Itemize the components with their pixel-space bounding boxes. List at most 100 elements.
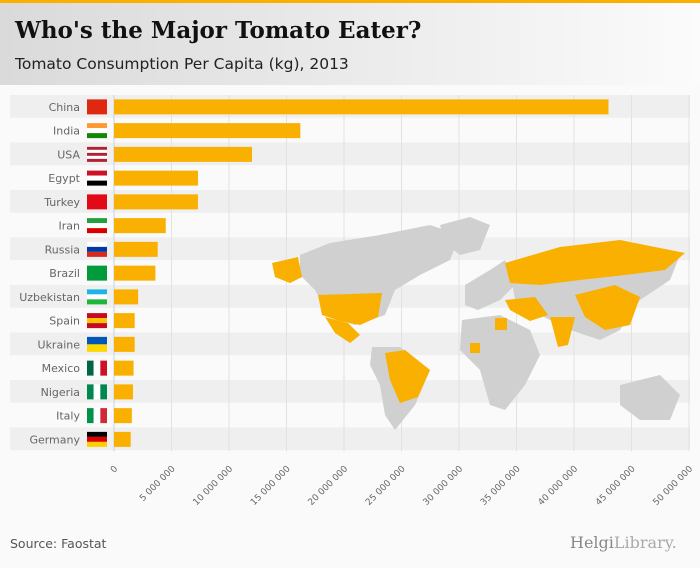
category-label: Uzbekistan (19, 291, 80, 304)
flag-stripe (87, 194, 107, 210)
flag-stripe (87, 170, 107, 176)
category-label: USA (57, 148, 80, 161)
category-label: Spain (49, 315, 80, 328)
map-nigeria (470, 343, 480, 353)
bar-italy (114, 408, 132, 424)
map-mexico (325, 317, 360, 343)
x-tick-label: 40 000 000 (537, 464, 581, 508)
category-label: China (49, 101, 80, 114)
row-background (10, 166, 690, 189)
flag-icon (87, 265, 107, 281)
flag-stripe (87, 175, 107, 181)
flag-stripe (87, 149, 107, 153)
flag-stripe (87, 318, 107, 324)
bar-usa (114, 146, 252, 162)
map-iran-turkey (505, 297, 548, 321)
flag-stripe (87, 294, 107, 300)
bar-china (114, 99, 609, 115)
flag-stripe (87, 223, 107, 229)
flag-stripe (87, 152, 107, 156)
map-europe (465, 260, 515, 310)
flag-icon (87, 360, 107, 376)
flag-stripe (87, 99, 107, 115)
flag-stripe (87, 323, 107, 329)
flag-stripe (87, 441, 107, 447)
flag-icon (87, 146, 107, 162)
flag-icon (87, 123, 107, 139)
map-africa (460, 315, 540, 410)
bar-russia (114, 241, 158, 257)
flag-stripe (87, 128, 107, 134)
flag-stripe (87, 299, 107, 305)
flag-stripe (87, 123, 107, 129)
flag-stripe (87, 218, 107, 224)
x-tick-label: 45 000 000 (594, 464, 638, 508)
flag-stripe (87, 180, 107, 186)
flag-icon (87, 313, 107, 329)
flag-icon (87, 431, 107, 447)
bar-germany (114, 431, 131, 447)
bar-spain (114, 313, 135, 329)
flag-stripe (87, 246, 107, 252)
logo-main: Helgi (570, 533, 614, 552)
category-label: Russia (45, 243, 80, 256)
flag-stripe (87, 289, 107, 295)
bar-nigeria (114, 384, 133, 400)
category-label: Iran (59, 220, 81, 233)
flag-stripe (87, 344, 107, 352)
flag-stripe (87, 265, 107, 281)
world-map (272, 217, 685, 430)
flag-stripe (87, 146, 107, 150)
category-label: India (53, 125, 80, 138)
bar-chart: China India USA Egypt Turkey Iran Russia Brazil… (10, 95, 696, 508)
logo-sub: Library. (613, 533, 677, 552)
flag-stripe (87, 158, 107, 162)
map-usa (318, 293, 382, 325)
flag-icon (87, 289, 107, 305)
helgi-library-logo[interactable]: HelgiLibrary. (570, 533, 677, 552)
flag-stripe (87, 241, 107, 247)
flag-stripe (100, 408, 107, 424)
flag-stripe (87, 228, 107, 234)
chart-title: Who's the Major Tomato Eater? (15, 17, 422, 44)
x-tick-label: 20 000 000 (307, 464, 351, 508)
flag-stripe (87, 360, 94, 376)
category-label: Brazil (49, 267, 80, 280)
x-tick-label: 15 000 000 (249, 464, 293, 508)
bar-turkey (114, 194, 198, 210)
bar-india (114, 123, 301, 139)
map-greenland (440, 217, 490, 255)
category-label: Egypt (48, 172, 80, 185)
flag-icon (87, 194, 107, 210)
row-background (10, 427, 690, 451)
flag-icon (87, 241, 107, 257)
x-tick-label: 0 (109, 464, 120, 475)
map-egypt (495, 318, 507, 330)
row-background (10, 380, 690, 403)
map-brazil (385, 350, 430, 403)
chart-subtitle: Tomato Consumption Per Capita (kg), 2013 (15, 55, 349, 73)
row-background (10, 403, 690, 427)
flag-stripe (87, 155, 107, 159)
bar-uzbekistan (114, 289, 139, 305)
flag-icon (87, 99, 107, 115)
x-tick-label: 5 000 000 (138, 464, 178, 504)
x-tick-label: 35 000 000 (479, 464, 523, 508)
category-label: Germany (29, 433, 80, 446)
x-tick-label: 50 000 000 (652, 464, 696, 508)
bar-brazil (114, 265, 156, 281)
row-background (10, 190, 690, 213)
x-tick-label: 10 000 000 (192, 464, 236, 508)
flag-icon (87, 218, 107, 234)
flag-icon (87, 336, 107, 352)
row-background (10, 213, 690, 237)
flag-stripe (87, 313, 107, 319)
accent-bar (0, 0, 700, 3)
flag-stripe (87, 133, 107, 139)
flag-icon (87, 384, 107, 400)
map-india (550, 317, 575, 347)
bar-egypt (114, 170, 198, 186)
x-tick-label: 30 000 000 (422, 464, 466, 508)
header: Who's the Major Tomato Eater? Tomato Con… (0, 3, 700, 85)
flag-stripe (93, 408, 101, 424)
